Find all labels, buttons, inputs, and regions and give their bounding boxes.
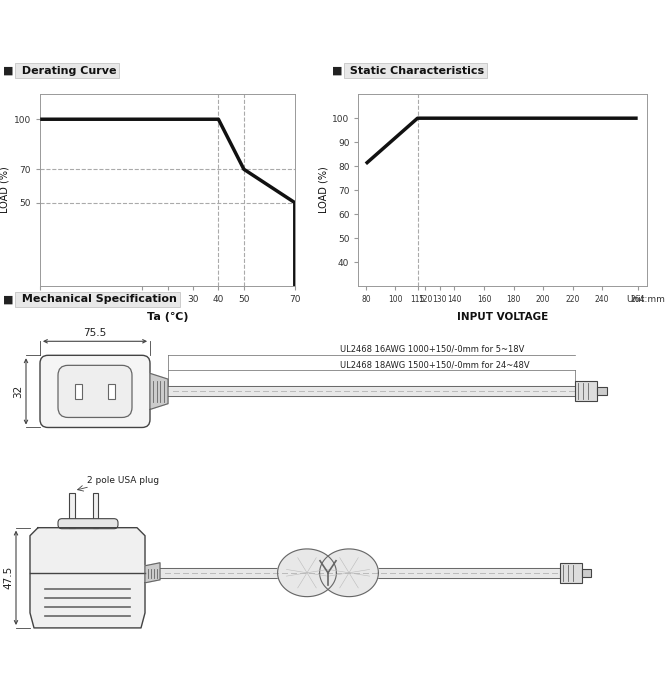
X-axis label: Ta (℃): Ta (℃) — [147, 312, 188, 322]
Text: Mechanical Specification: Mechanical Specification — [18, 295, 177, 304]
Text: ■: ■ — [332, 66, 342, 75]
Polygon shape — [320, 549, 379, 597]
Polygon shape — [277, 549, 336, 597]
Polygon shape — [150, 374, 168, 409]
Bar — [575, 382, 597, 401]
Bar — [92, 493, 98, 528]
Polygon shape — [30, 528, 145, 628]
FancyBboxPatch shape — [40, 355, 150, 427]
FancyBboxPatch shape — [58, 365, 132, 417]
Text: UL2468 18AWG 1500+150/-0mm for 24~48V: UL2468 18AWG 1500+150/-0mm for 24~48V — [340, 360, 529, 369]
Bar — [597, 388, 607, 396]
Bar — [108, 384, 115, 399]
Bar — [560, 563, 582, 583]
Bar — [75, 384, 82, 399]
Bar — [69, 493, 75, 528]
Text: ■: ■ — [3, 295, 14, 304]
Bar — [582, 569, 591, 577]
FancyBboxPatch shape — [58, 519, 118, 529]
Text: ■: ■ — [3, 66, 14, 75]
X-axis label: INPUT VOLTAGE: INPUT VOLTAGE — [457, 312, 548, 322]
Text: 47.5: 47.5 — [3, 566, 13, 590]
Text: Static Characteristics: Static Characteristics — [346, 66, 484, 75]
Text: Unit:mm: Unit:mm — [626, 295, 665, 304]
Text: 2 pole USA plug: 2 pole USA plug — [87, 476, 159, 485]
Text: 75.5: 75.5 — [83, 328, 107, 339]
Text: Derating Curve: Derating Curve — [18, 66, 117, 75]
Y-axis label: LOAD (%): LOAD (%) — [0, 167, 10, 213]
Text: 32: 32 — [13, 385, 23, 398]
Polygon shape — [145, 563, 160, 583]
Y-axis label: LOAD (%): LOAD (%) — [318, 167, 328, 213]
Text: UL2468 16AWG 1000+150/-0mm for 5~18V: UL2468 16AWG 1000+150/-0mm for 5~18V — [340, 345, 525, 353]
